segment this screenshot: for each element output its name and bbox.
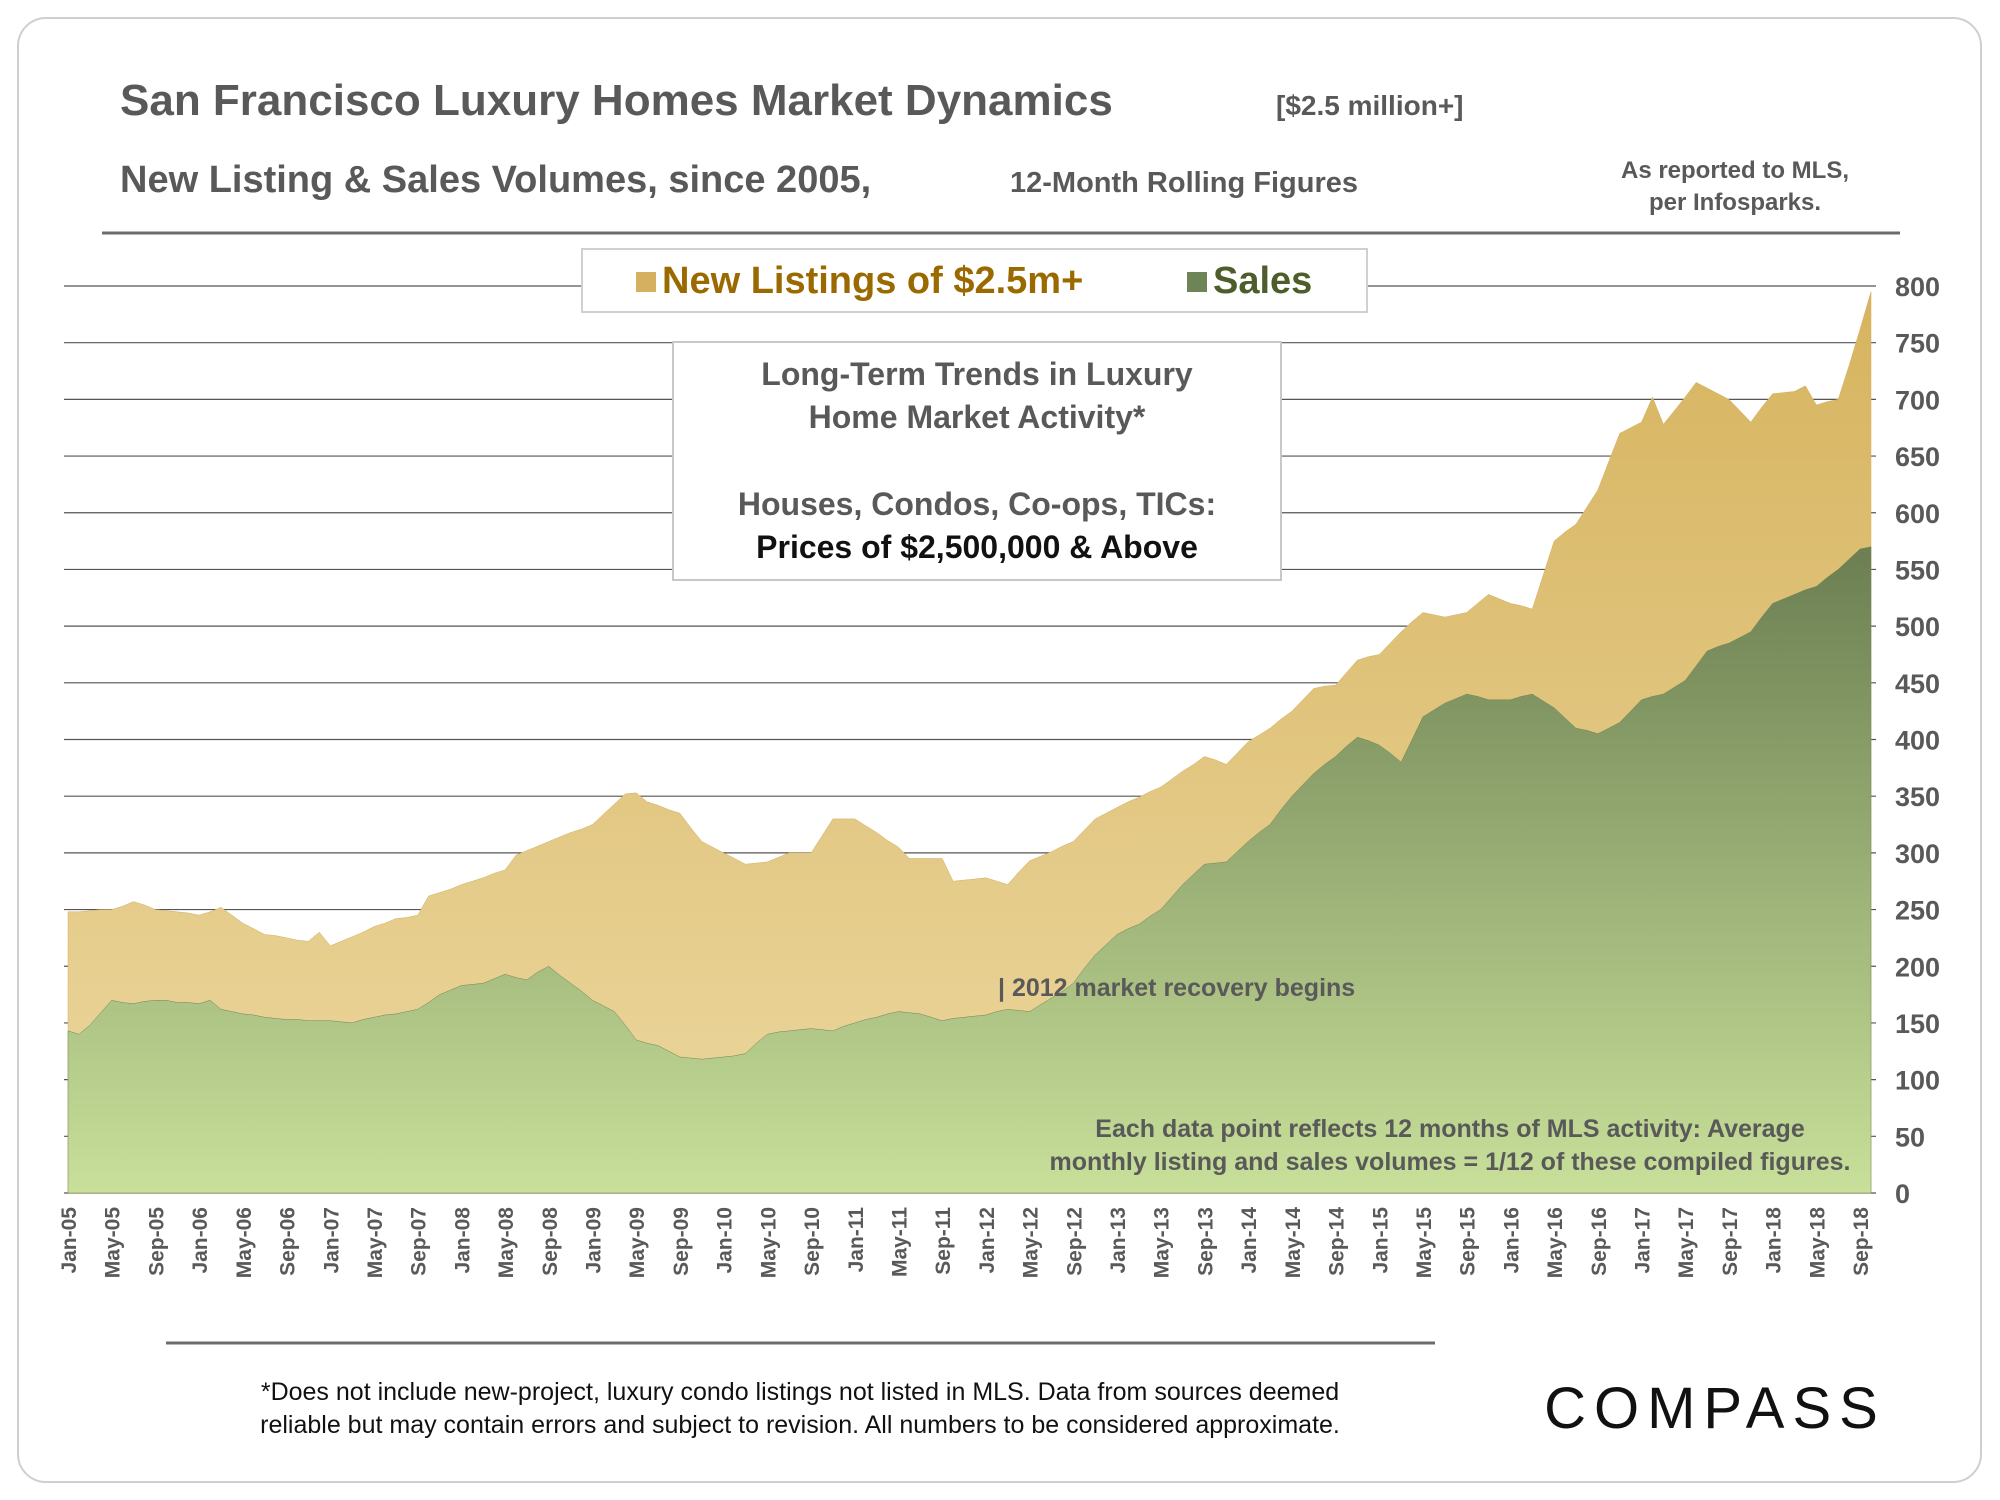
x-tick-label: May-13 <box>1151 1207 1174 1278</box>
annotation-box <box>672 341 1282 581</box>
legend-swatch <box>1187 272 1207 292</box>
footnote: reliable but may contain errors and subj… <box>260 1411 1340 1439</box>
legend-items: New Listings of $2.5m+ Sales <box>636 260 1312 302</box>
y-tick-label: 0 <box>1895 1179 1910 1209</box>
y-tick-label: 50 <box>1895 1122 1925 1152</box>
x-tick-label: Sep-07 <box>408 1207 431 1276</box>
x-tick-label: Sep-18 <box>1850 1207 1873 1276</box>
y-tick-label: 400 <box>1895 726 1940 756</box>
x-tick-label: Jan-17 <box>1632 1207 1655 1274</box>
x-tick-label: May-11 <box>888 1207 911 1277</box>
box-title: Long-Term Trends in Luxury <box>761 356 1193 392</box>
y-tick-label: 750 <box>1895 329 1940 359</box>
x-tick-label: Jan-13 <box>1107 1207 1130 1274</box>
x-tick-label: May-15 <box>1413 1207 1436 1279</box>
y-tick-label: 350 <box>1895 782 1940 812</box>
x-tick-label: May-08 <box>495 1207 518 1279</box>
x-tick-label: Jan-09 <box>583 1207 606 1274</box>
y-tick-label: 300 <box>1895 839 1940 869</box>
plot <box>64 285 1876 1194</box>
y-tick-label: 100 <box>1895 1066 1940 1096</box>
x-tick-label: May-07 <box>364 1207 387 1278</box>
chart-title: San Francisco Luxury Homes Market Dynami… <box>120 76 1113 125</box>
box-title: Home Market Activity* <box>809 399 1146 435</box>
x-tick-label: May-16 <box>1544 1207 1567 1278</box>
x-tick-label: Jan-11 <box>845 1207 868 1273</box>
x-tick-label: Sep-12 <box>1063 1207 1086 1276</box>
legend <box>581 248 1368 313</box>
area <box>67 546 1872 1194</box>
y-tick-label: 250 <box>1895 896 1940 926</box>
box-text: Prices of $2,500,000 & Above <box>756 529 1198 565</box>
footnote: *Does not include new-project, luxury co… <box>261 1378 1339 1406</box>
legend-swatch <box>636 272 656 292</box>
x-tick-label: Jan-14 <box>1238 1207 1261 1274</box>
x-tick-label: Sep-11 <box>932 1207 955 1275</box>
x-tick-label: May-18 <box>1806 1207 1829 1279</box>
x-tick-label: Jan-07 <box>320 1207 343 1274</box>
y-tick-label: 700 <box>1895 385 1940 415</box>
x-tick-label: Sep-10 <box>801 1207 824 1276</box>
x-tick-label: Jan-05 <box>58 1207 81 1274</box>
logo: COMPASS <box>1544 1376 1886 1441</box>
x-tick-label: Sep-16 <box>1588 1207 1611 1276</box>
recovery-note: | 2012 market recovery begins <box>998 974 1355 1002</box>
y-tick-label: 650 <box>1895 442 1940 472</box>
x-tick-label: Jan-12 <box>976 1207 999 1274</box>
y-tick-label: 800 <box>1895 272 1940 302</box>
x-tick-label: Sep-06 <box>277 1207 300 1276</box>
x-tick-label: Sep-13 <box>1194 1207 1217 1276</box>
legend-label: New Listings of $2.5m+ <box>662 260 1083 302</box>
data-note: monthly listing and sales volumes = 1/12… <box>1050 1148 1851 1176</box>
data-note: Each data point reflects 12 months of ML… <box>1095 1115 1805 1143</box>
x-tick-label: Sep-08 <box>539 1207 562 1276</box>
y-tick-label: 200 <box>1895 952 1940 982</box>
x-tick-label: Jan-15 <box>1369 1207 1392 1274</box>
x-tick-label: May-17 <box>1675 1207 1698 1278</box>
x-tick-label: Sep-17 <box>1719 1207 1742 1276</box>
legend-label: Sales <box>1213 260 1312 302</box>
x-tick-label: Jan-08 <box>451 1207 474 1274</box>
y-tick-label: 500 <box>1895 612 1940 642</box>
x-tick-label: May-10 <box>757 1207 780 1278</box>
x-tick-label: Sep-14 <box>1326 1207 1349 1276</box>
x-tick-label: May-12 <box>1020 1207 1043 1278</box>
x-tick-label: Sep-05 <box>145 1207 168 1276</box>
x-tick-label: May-14 <box>1282 1207 1305 1279</box>
source-line: per Infosparks. <box>1649 189 1821 216</box>
x-tick-label: Jan-10 <box>714 1207 737 1274</box>
x-tick-label: Jan-18 <box>1763 1207 1786 1274</box>
x-tick-label: Sep-09 <box>670 1207 693 1276</box>
source-line: As reported to MLS, <box>1621 157 1849 184</box>
title-note: [$2.5 million+] <box>1276 90 1464 121</box>
x-tick-label: May-06 <box>233 1207 256 1278</box>
x-tick-label: Sep-15 <box>1457 1207 1480 1276</box>
subtitle: New Listing & Sales Volumes, since 2005, <box>120 159 871 201</box>
subtitle-note: 12-Month Rolling Figures <box>1010 167 1358 199</box>
x-tick-label: May-09 <box>626 1207 649 1278</box>
y-tick-label: 550 <box>1895 555 1940 585</box>
y-tick-label: 600 <box>1895 499 1940 529</box>
x-tick-label: Jan-06 <box>189 1207 212 1274</box>
x-tick-label: May-05 <box>102 1207 125 1279</box>
y-tick-label: 450 <box>1895 669 1940 699</box>
box-text: Houses, Condos, Co-ops, TICs: <box>738 486 1216 522</box>
x-tick-label: Jan-16 <box>1500 1207 1523 1274</box>
y-tick-label: 150 <box>1895 1009 1940 1039</box>
